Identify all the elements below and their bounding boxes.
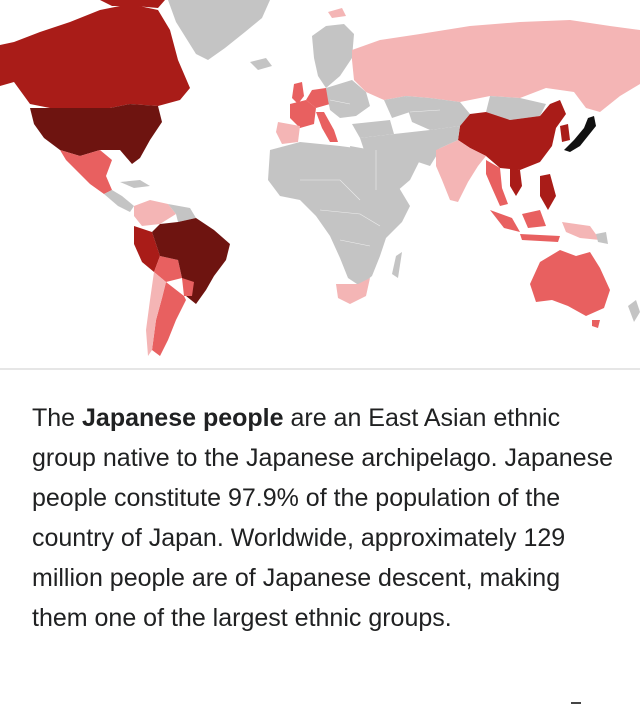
world-map-svg bbox=[0, 0, 640, 356]
map-eastern-europe bbox=[326, 80, 370, 118]
map-argentina bbox=[152, 282, 186, 356]
map-mexico bbox=[60, 150, 112, 194]
map-united-kingdom bbox=[292, 82, 304, 104]
map-mongolia bbox=[486, 96, 546, 120]
map-alaska bbox=[0, 42, 14, 86]
map-philippines bbox=[540, 174, 556, 210]
map-guianas bbox=[168, 204, 196, 222]
map-pakistan bbox=[430, 126, 460, 150]
map-egypt bbox=[350, 146, 378, 170]
map-borders bbox=[300, 99, 441, 247]
map-united-states bbox=[30, 104, 162, 164]
article-subject: Japanese people bbox=[82, 404, 284, 432]
map-peru bbox=[134, 226, 160, 272]
map-central-asia bbox=[406, 96, 470, 130]
map-bolivia bbox=[154, 256, 182, 282]
map-central-america bbox=[104, 190, 134, 212]
map-venezuela-colombia bbox=[134, 200, 176, 226]
map-spain bbox=[276, 122, 300, 144]
map-new-zealand bbox=[628, 300, 640, 322]
map-caucasus bbox=[384, 96, 410, 118]
map-vietnam bbox=[510, 168, 522, 196]
map-italy bbox=[316, 112, 338, 142]
map-russia-island bbox=[328, 8, 346, 18]
map-indonesia-2 bbox=[522, 210, 546, 228]
map-japan bbox=[564, 116, 596, 152]
map-middle-east bbox=[360, 134, 420, 192]
map-greenland bbox=[168, 0, 270, 60]
intro-after: are an East Asian ethnic group native to… bbox=[32, 404, 613, 632]
map-tasmania bbox=[592, 320, 600, 328]
map-caption-divider bbox=[0, 368, 640, 370]
intro-before: The bbox=[32, 404, 83, 432]
map-canada-islands bbox=[100, 0, 165, 8]
world-map-image[interactable] bbox=[0, 0, 640, 368]
map-brazil bbox=[152, 218, 230, 304]
map-turkey bbox=[352, 120, 394, 138]
map-india bbox=[436, 140, 486, 202]
map-scandinavia bbox=[312, 24, 354, 88]
map-indonesia-1 bbox=[490, 210, 520, 232]
map-paraguay bbox=[182, 278, 194, 296]
map-indonesia-3 bbox=[520, 234, 560, 242]
scroll-indicator-mark bbox=[571, 702, 581, 708]
map-caribbean bbox=[120, 180, 150, 188]
map-madagascar bbox=[392, 252, 402, 278]
map-germany bbox=[306, 88, 330, 108]
map-iran bbox=[394, 130, 440, 166]
map-france bbox=[290, 100, 316, 128]
map-canada bbox=[14, 4, 190, 108]
map-korea bbox=[560, 124, 570, 142]
map-papua bbox=[562, 222, 600, 240]
map-china bbox=[458, 100, 566, 170]
article-intro: The Japanese people are an East Asian et… bbox=[32, 398, 622, 670]
map-chile bbox=[146, 272, 166, 356]
map-north-africa bbox=[268, 142, 410, 286]
map-pacific-islands bbox=[596, 232, 608, 244]
map-myanmar-thailand bbox=[486, 160, 508, 206]
map-south-africa bbox=[336, 278, 370, 304]
map-russia bbox=[352, 20, 640, 112]
map-australia bbox=[530, 250, 610, 316]
map-iceland bbox=[250, 58, 272, 70]
